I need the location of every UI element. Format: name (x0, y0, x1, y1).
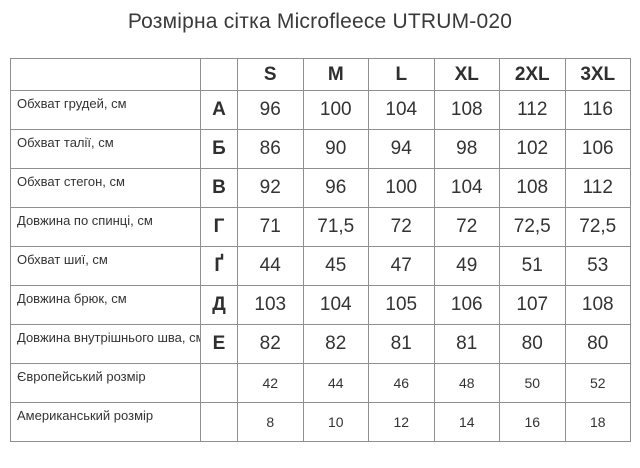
size-value: 45 (302, 246, 369, 286)
size-header-3xl: 3XL (564, 58, 631, 91)
size-value: 18 (564, 402, 631, 442)
measurement-label: Довжина брюк, см (10, 285, 201, 325)
measurement-label: Обхват талії, см (10, 129, 201, 169)
measurement-letter: Е (200, 324, 238, 364)
size-value: 81 (433, 324, 500, 364)
size-value: 102 (499, 129, 566, 169)
size-value: 98 (433, 129, 500, 169)
size-value: 72,5 (499, 207, 566, 247)
size-chart-table: S M L XL 2XL 3XL Обхват грудей, см А 96 1… (10, 58, 631, 442)
empty-letter-header-cell (200, 58, 238, 91)
size-header-m: M (302, 58, 369, 91)
size-chart-page: Розмірна сітка Microfleece UTRUM-020 S M… (0, 9, 640, 442)
measurement-letter: А (200, 90, 238, 130)
size-value: 80 (564, 324, 631, 364)
size-value: 104 (433, 168, 500, 208)
page-title: Розмірна сітка Microfleece UTRUM-020 (127, 10, 513, 33)
size-value: 107 (499, 285, 566, 325)
table-row: Європейський розмір 42 44 46 48 50 52 (10, 363, 631, 403)
size-header-2xl: 2XL (499, 58, 566, 91)
size-value: 53 (564, 246, 631, 286)
size-value: 116 (564, 90, 631, 130)
size-value: 46 (368, 363, 435, 403)
size-value: 10 (302, 402, 369, 442)
size-value: 72,5 (564, 207, 631, 247)
size-value: 71,5 (302, 207, 369, 247)
size-value: 90 (302, 129, 369, 169)
size-value: 12 (368, 402, 435, 442)
size-value: 108 (564, 285, 631, 325)
table-row: Американський розмір 8 10 12 14 16 18 (10, 402, 631, 442)
size-value: 104 (368, 90, 435, 130)
size-value: 51 (499, 246, 566, 286)
measurement-letter: Д (200, 285, 238, 325)
size-value: 42 (237, 363, 304, 403)
size-header-l: L (368, 58, 435, 91)
measurement-letter: В (200, 168, 238, 208)
size-value: 16 (499, 402, 566, 442)
size-header-row: S M L XL 2XL 3XL (10, 58, 631, 91)
size-value: 82 (302, 324, 369, 364)
measurement-label: Обхват шиї, см (10, 246, 201, 286)
size-header-xl: XL (433, 58, 500, 91)
table-row: Обхват стегон, см В 92 96 100 104 108 112 (10, 168, 631, 208)
size-value: 72 (433, 207, 500, 247)
size-value: 104 (302, 285, 369, 325)
measurement-label: Американський розмір (10, 402, 201, 442)
table-row: Довжина брюк, см Д 103 104 105 106 107 108 (10, 285, 631, 325)
size-value: 49 (433, 246, 500, 286)
size-value: 80 (499, 324, 566, 364)
size-table-body: Обхват грудей, см А 96 100 104 108 112 116 Об… (10, 90, 631, 442)
size-value: 81 (368, 324, 435, 364)
size-value: 106 (564, 129, 631, 169)
size-value: 100 (368, 168, 435, 208)
table-row: Довжина по спинці, см Г 71 71,5 72 72 72,5 72… (10, 207, 631, 247)
measurement-label: Довжина внутрішнього шва, см (10, 324, 201, 364)
measurement-letter (200, 402, 238, 442)
size-value: 71 (237, 207, 304, 247)
size-value: 86 (237, 129, 304, 169)
size-value: 82 (237, 324, 304, 364)
size-value: 92 (237, 168, 304, 208)
measurement-letter (200, 363, 238, 403)
size-value: 103 (237, 285, 304, 325)
size-value: 72 (368, 207, 435, 247)
measurement-letter: Г (200, 207, 238, 247)
table-row: Обхват талії, см Б 86 90 94 98 102 106 (10, 129, 631, 169)
measurement-label: Довжина по спинці, см (10, 207, 201, 247)
size-value: 112 (564, 168, 631, 208)
measurement-letter: Б (200, 129, 238, 169)
size-value: 14 (433, 402, 500, 442)
size-value: 105 (368, 285, 435, 325)
size-value: 50 (499, 363, 566, 403)
size-value: 44 (302, 363, 369, 403)
empty-label-header-cell (10, 58, 201, 91)
table-row: Обхват грудей, см А 96 100 104 108 112 116 (10, 90, 631, 130)
measurement-label: Обхват грудей, см (10, 90, 201, 130)
size-value: 96 (237, 90, 304, 130)
size-value: 112 (499, 90, 566, 130)
size-value: 108 (499, 168, 566, 208)
size-value: 108 (433, 90, 500, 130)
measurement-label: Обхват стегон, см (10, 168, 201, 208)
size-value: 52 (564, 363, 631, 403)
measurement-letter: Ґ (200, 246, 238, 286)
table-row: Обхват шиї, см Ґ 44 45 47 49 51 53 (10, 246, 631, 286)
size-value: 106 (433, 285, 500, 325)
size-value: 8 (237, 402, 304, 442)
size-value: 44 (237, 246, 304, 286)
size-value: 47 (368, 246, 435, 286)
size-header-s: S (237, 58, 304, 91)
measurement-label: Європейський розмір (10, 363, 201, 403)
table-row: Довжина внутрішнього шва, см Е 82 82 81 81 8… (10, 324, 631, 364)
size-value: 100 (302, 90, 369, 130)
size-value: 96 (302, 168, 369, 208)
size-value: 94 (368, 129, 435, 169)
size-value: 48 (433, 363, 500, 403)
